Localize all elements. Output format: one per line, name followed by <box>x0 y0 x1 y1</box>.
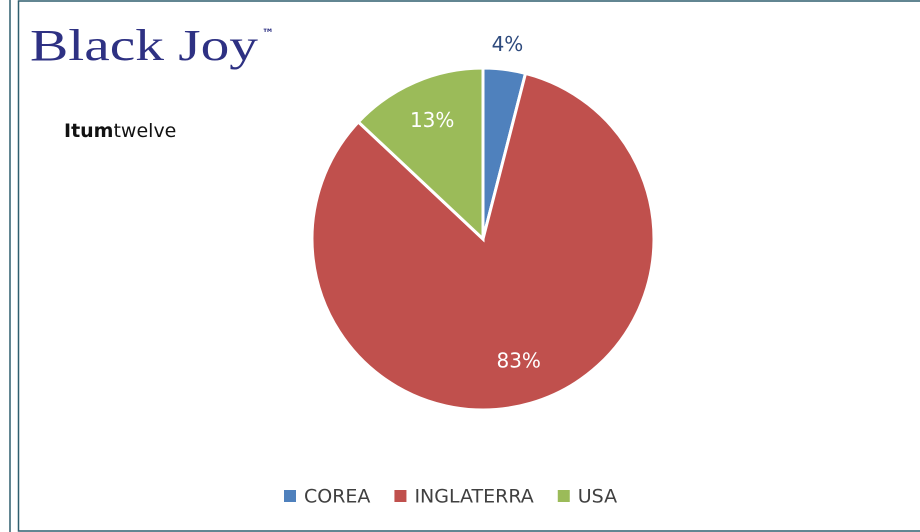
tagline-rest: twelve <box>113 120 176 142</box>
logo-mark: ™ <box>262 27 274 41</box>
legend-label: USA <box>578 486 617 508</box>
data-label: 4% <box>492 32 524 56</box>
logo-name: Black Joy <box>30 21 258 70</box>
tagline: Itumtwelve <box>64 120 176 142</box>
tagline-bold: Itum <box>64 120 113 142</box>
data-label: 83% <box>496 348 540 372</box>
legend-swatch <box>394 490 407 502</box>
legend-label: INGLATERRA <box>414 486 533 508</box>
pie-slice <box>310 71 656 412</box>
legend: COREA INGLATERRA USA <box>284 486 617 508</box>
logo: Black Joy ™ Itumtwelve <box>30 21 274 141</box>
pie: 4% 83% 13% <box>310 32 656 412</box>
legend-swatch <box>557 490 570 502</box>
legend-swatch <box>284 490 296 502</box>
frame <box>17 0 920 532</box>
legend-label: COREA <box>304 486 370 508</box>
data-label: 13% <box>410 108 454 132</box>
pie-slice <box>356 66 485 243</box>
